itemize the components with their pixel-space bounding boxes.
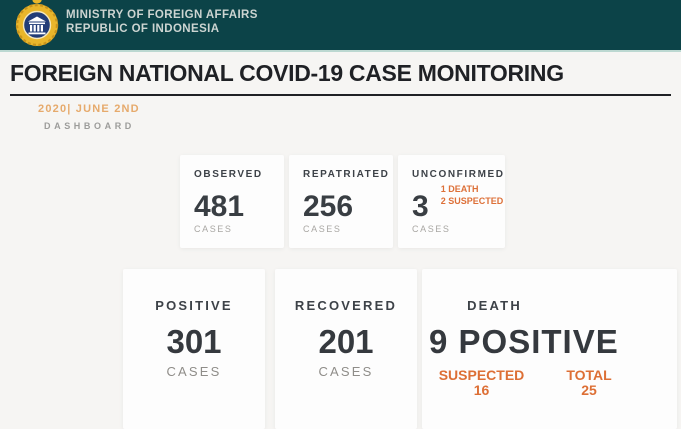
observed-value: 481 <box>194 193 284 221</box>
unconfirmed-breakdown: 1 DEATH 2 SUSPECTED <box>441 183 504 207</box>
death-suspected-value: 16 <box>429 383 534 398</box>
recovered-card: RECOVERED 201 CASES <box>275 269 417 429</box>
death-suspected-label: SUSPECTED <box>429 368 534 383</box>
repatriated-card: REPATRIATED 256 CASES <box>289 155 393 248</box>
ministry-name-line1: MINISTRY OF FOREIGN AFFAIRS <box>66 9 258 23</box>
dashboard-label: DASHBOARD <box>44 121 135 131</box>
recovered-unit: CASES <box>275 364 417 379</box>
ministry-name-line2: REPUBLIC OF INDONESIA <box>66 23 258 37</box>
ministry-name: MINISTRY OF FOREIGN AFFAIRS REPUBLIC OF … <box>66 9 258 36</box>
unconfirmed-card: UNCONFIRMED 3 1 DEATH 2 SUSPECTED CASES <box>398 155 505 248</box>
unconfirmed-label: UNCONFIRMED <box>412 169 505 180</box>
observed-card: OBSERVED 481 CASES <box>180 155 284 248</box>
observed-unit: CASES <box>194 224 284 234</box>
death-label: DEATH <box>422 298 567 313</box>
death-total-label: TOTAL <box>549 368 629 383</box>
unconfirmed-death-note: 1 DEATH <box>441 183 504 195</box>
repatriated-label: REPATRIATED <box>303 169 393 180</box>
recovered-label: RECOVERED <box>275 298 417 313</box>
repatriated-value: 256 <box>303 193 393 221</box>
death-total-stat: TOTAL 25 <box>549 368 629 398</box>
death-card: DEATH 9 POSITIVE SUSPECTED 16 TOTAL 25 <box>422 269 677 429</box>
positive-card: POSITIVE 301 CASES <box>123 269 265 429</box>
unconfirmed-suspected-note: 2 SUSPECTED <box>441 195 504 207</box>
death-breakdown: SUSPECTED 16 TOTAL 25 <box>422 368 677 398</box>
death-total-value: 25 <box>549 383 629 398</box>
repatriated-unit: CASES <box>303 224 393 234</box>
ministry-emblem-icon <box>11 0 63 49</box>
page-title: FOREIGN NATIONAL COVID-19 CASE MONITORIN… <box>10 60 675 87</box>
unconfirmed-value: 3 <box>412 193 429 221</box>
death-value: 9 POSITIVE <box>422 327 677 357</box>
title-divider <box>10 94 671 96</box>
app-header: MINISTRY OF FOREIGN AFFAIRS REPUBLIC OF … <box>0 0 681 52</box>
unconfirmed-unit: CASES <box>412 224 505 234</box>
positive-value: 301 <box>123 327 265 357</box>
report-date: 2020| JUNE 2ND <box>38 103 140 115</box>
recovered-value: 201 <box>275 327 417 357</box>
death-suspected-stat: SUSPECTED 16 <box>429 368 534 398</box>
positive-label: POSITIVE <box>123 298 265 313</box>
observed-label: OBSERVED <box>194 169 284 180</box>
positive-unit: CASES <box>123 364 265 379</box>
